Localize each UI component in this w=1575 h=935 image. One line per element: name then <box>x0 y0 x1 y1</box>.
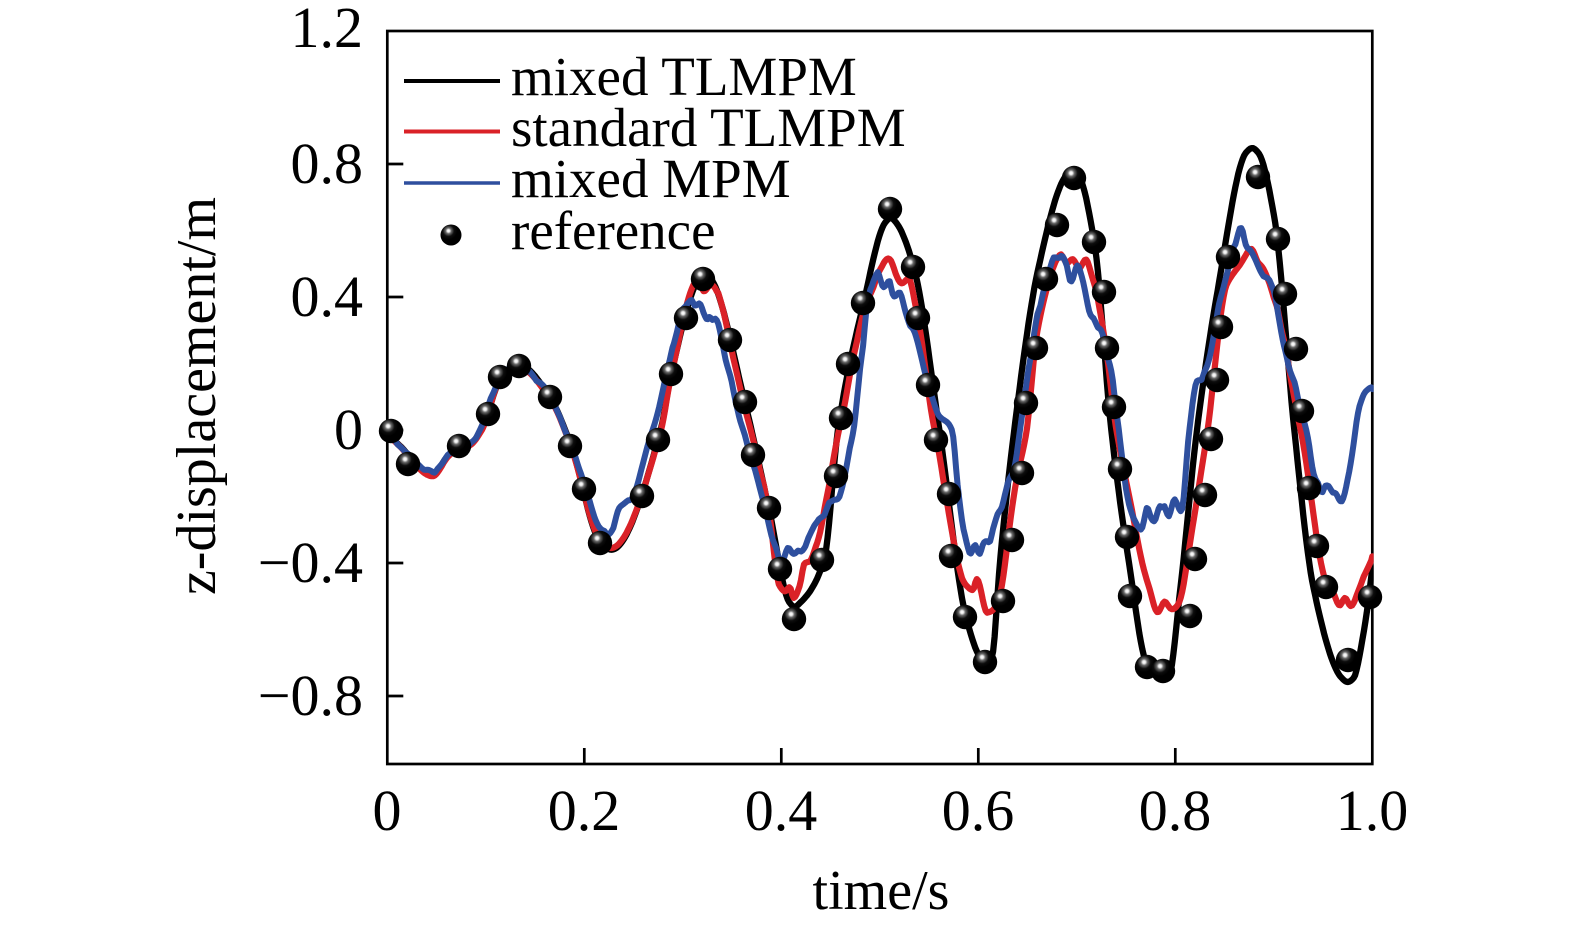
svg-text:mixed MPM: mixed MPM <box>511 148 791 209</box>
svg-text:−0.4: −0.4 <box>258 530 363 595</box>
svg-text:0.6: 0.6 <box>942 778 1015 843</box>
svg-text:0.2: 0.2 <box>548 778 621 843</box>
svg-text:1.2: 1.2 <box>291 0 364 60</box>
svg-text:0: 0 <box>334 397 363 462</box>
svg-text:0.4: 0.4 <box>745 778 818 843</box>
svg-text:standard TLMPM: standard TLMPM <box>511 97 906 158</box>
svg-text:mixed TLMPM: mixed TLMPM <box>511 46 857 107</box>
svg-text:0: 0 <box>373 778 402 843</box>
svg-text:1.0: 1.0 <box>1336 778 1409 843</box>
svg-text:time/s: time/s <box>813 860 950 922</box>
svg-text:0.4: 0.4 <box>291 264 364 329</box>
svg-text:z-displacement/m: z-displacement/m <box>166 197 228 595</box>
svg-text:0.8: 0.8 <box>1139 778 1212 843</box>
svg-text:reference: reference <box>511 200 716 261</box>
svg-text:0.8: 0.8 <box>291 131 364 196</box>
svg-text:−0.8: −0.8 <box>258 663 363 728</box>
